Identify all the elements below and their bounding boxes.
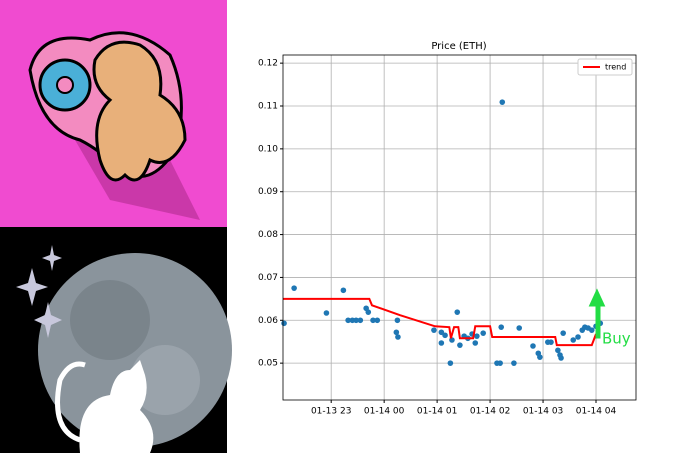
point: [365, 309, 372, 315]
point: [570, 337, 577, 343]
point: [374, 317, 381, 324]
x-tick-label: 01-14 03: [523, 407, 563, 417]
buy-arrow: [588, 288, 606, 339]
point: [340, 287, 347, 294]
point: [393, 329, 400, 336]
plot-frame: [282, 54, 637, 401]
point: [560, 330, 566, 336]
point: [323, 310, 330, 316]
legend-box: [577, 58, 633, 76]
y-tick-label: 0.06: [258, 316, 278, 326]
legend: trend: [577, 58, 633, 76]
point: [438, 340, 445, 346]
point: [454, 309, 461, 315]
point: [499, 99, 506, 105]
nft-image-top: [0, 0, 227, 227]
y-tick-label: 0.08: [258, 230, 278, 240]
y-tick-label: 0.07: [258, 273, 278, 283]
point: [447, 360, 454, 366]
y-tick-label: 0.12: [258, 59, 278, 69]
x-tick-label: 01-14 02: [470, 407, 510, 417]
point: [291, 285, 297, 291]
annotation: Buy: [602, 330, 631, 348]
legend-label: trend: [605, 63, 626, 72]
point: [353, 317, 359, 324]
point: [431, 327, 437, 333]
point: [474, 333, 480, 339]
point: [449, 337, 455, 343]
point: [511, 360, 517, 366]
point: [395, 334, 401, 340]
point: [281, 320, 287, 327]
x-tick-label: 01-14 04: [576, 407, 617, 417]
point: [588, 327, 595, 333]
point: [498, 324, 505, 330]
nft-image-bottom: [0, 227, 232, 453]
point: [457, 342, 463, 348]
point: [442, 332, 448, 339]
x-tick-label: 01-14 00: [364, 407, 405, 417]
point: [530, 343, 536, 349]
point: [394, 317, 401, 324]
x-tick-label: 01-14 01: [417, 407, 457, 417]
x-tick-label: 01-13 23: [311, 407, 351, 417]
point: [345, 317, 351, 324]
point: [370, 317, 376, 324]
point: [472, 340, 479, 346]
y-tick-label: 0.11: [258, 102, 278, 112]
point: [480, 330, 487, 336]
chart-title: Price (ETH): [431, 41, 486, 52]
point: [537, 354, 543, 360]
point: [357, 317, 364, 324]
trend-line: [283, 297, 597, 347]
point: [558, 355, 564, 361]
point: [497, 360, 503, 366]
point: [555, 347, 561, 354]
point: [575, 334, 581, 340]
y-tick-label: 0.05: [258, 359, 278, 369]
point: [516, 325, 523, 331]
point: [438, 329, 445, 336]
y-tick-label: 0.10: [258, 144, 278, 154]
y-tick-label: 0.09: [258, 187, 278, 197]
point: [548, 339, 554, 345]
